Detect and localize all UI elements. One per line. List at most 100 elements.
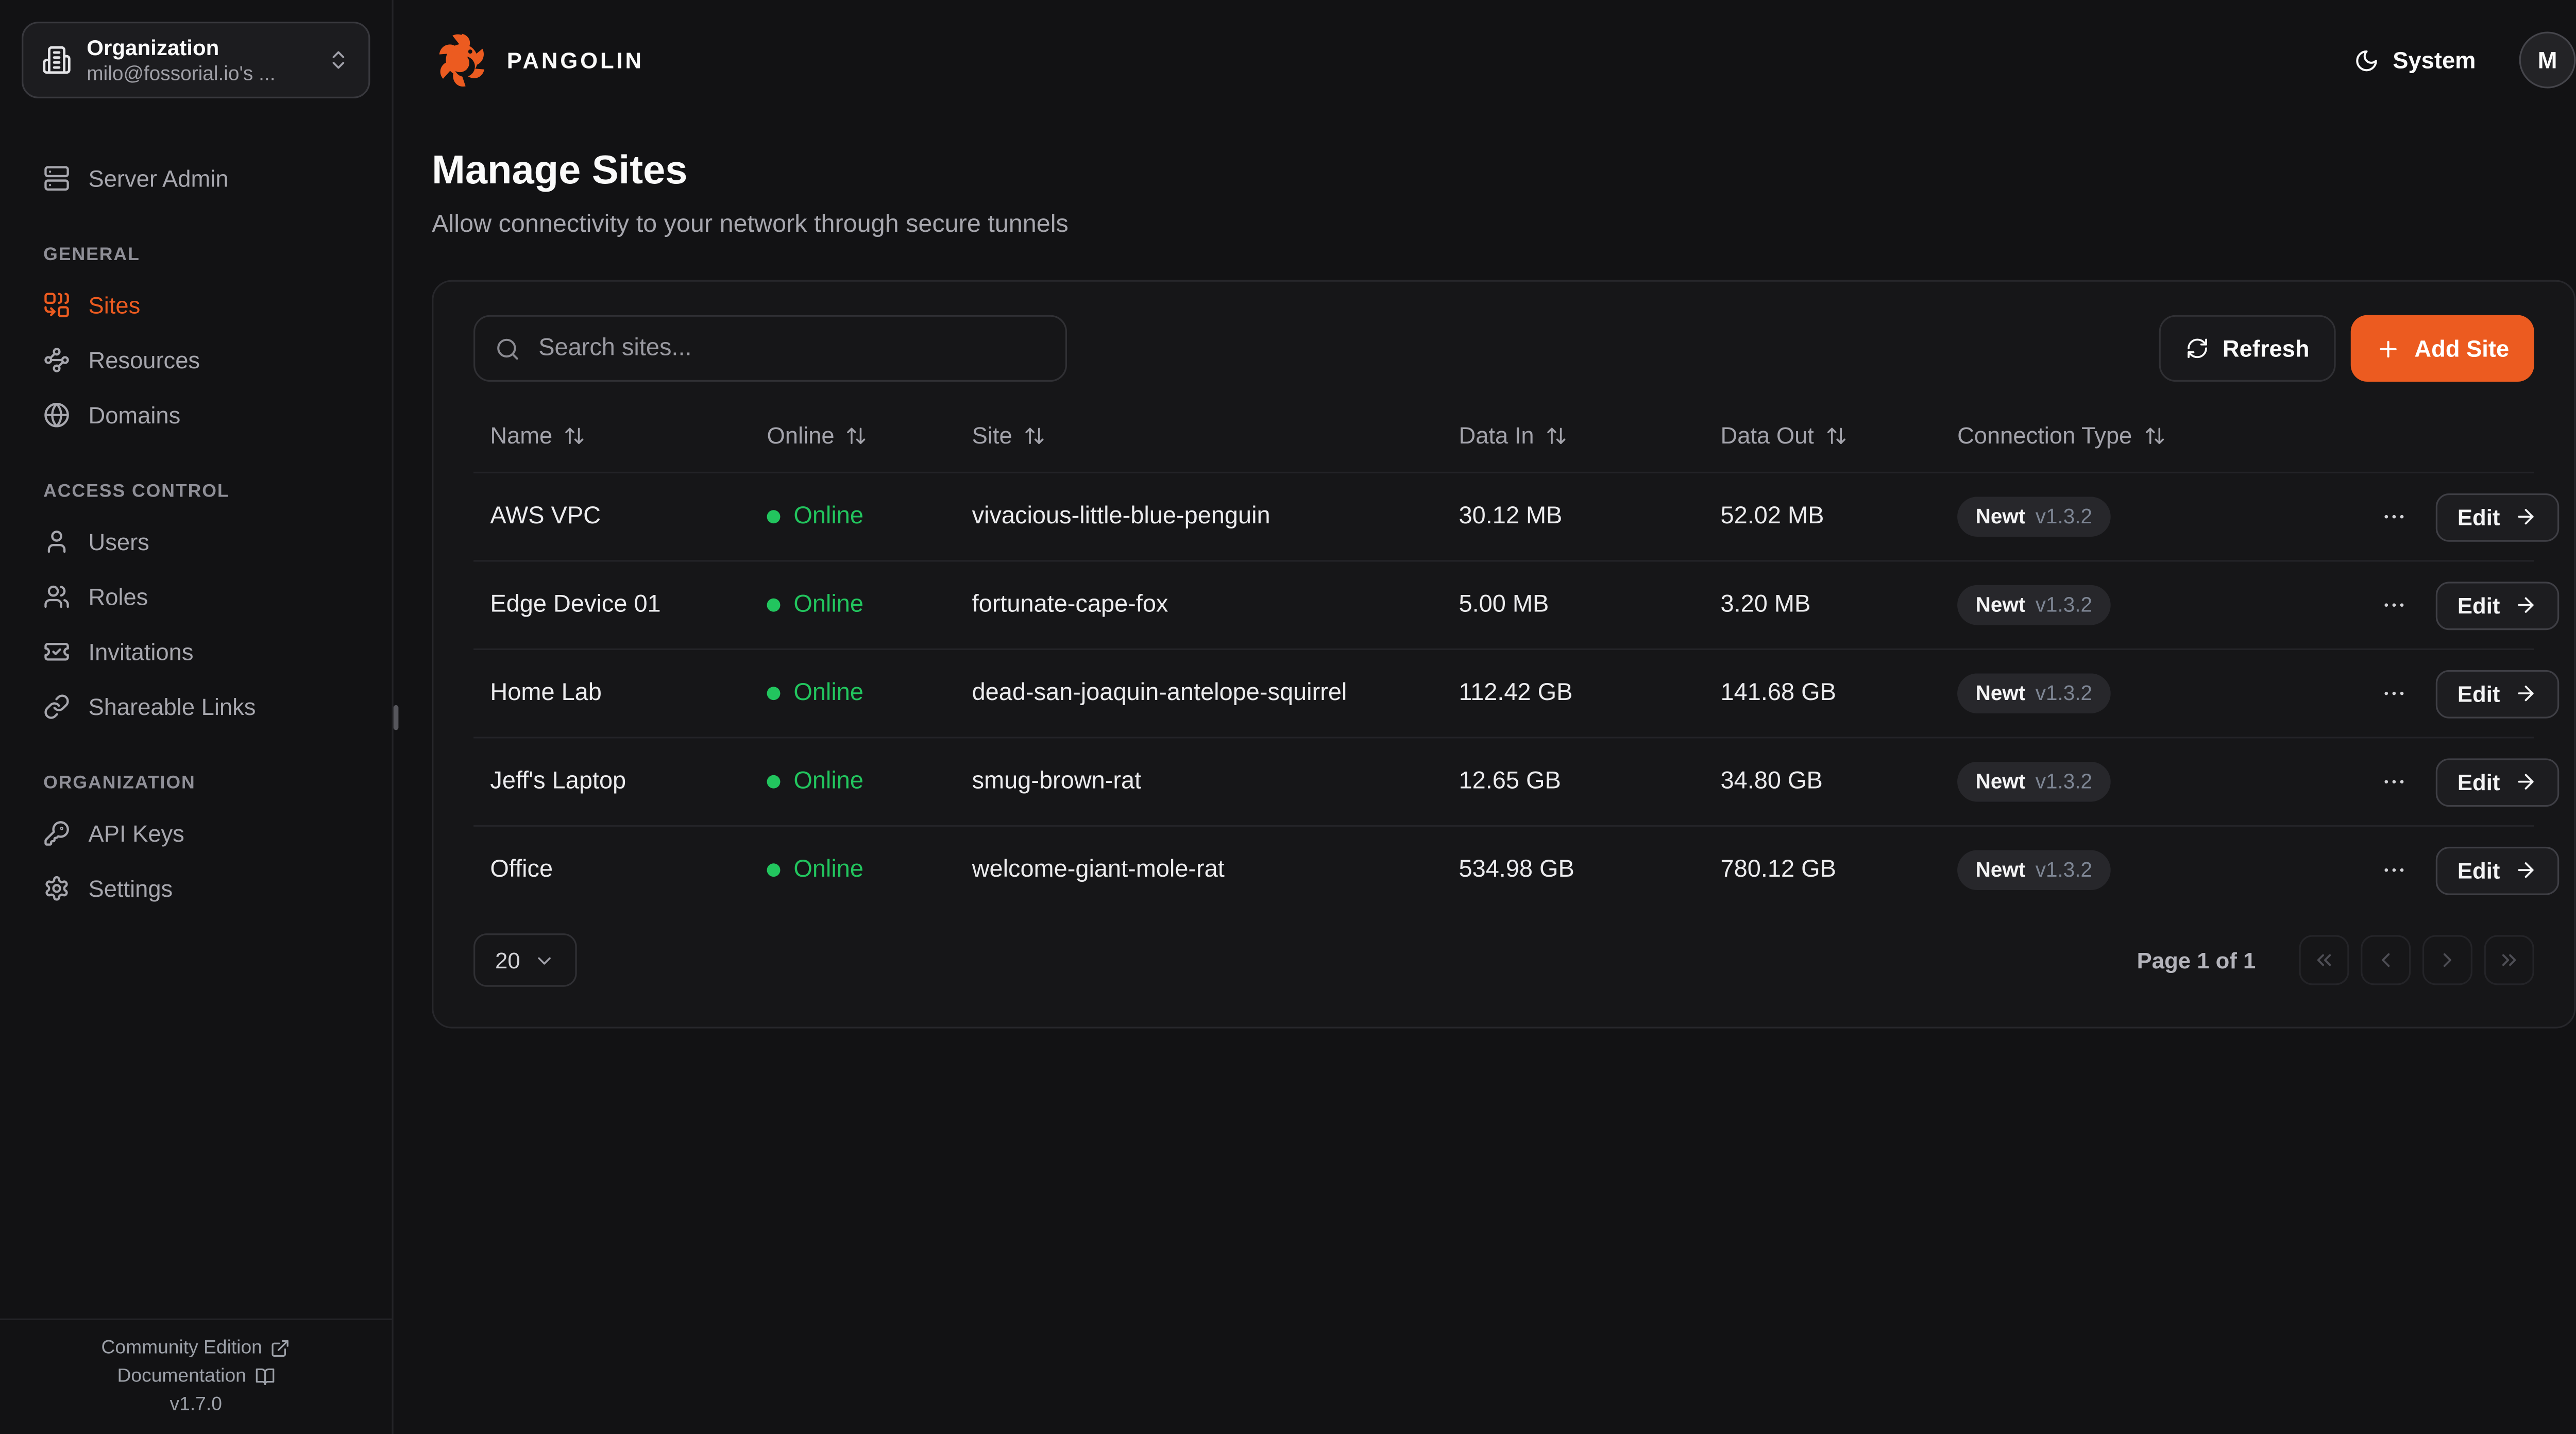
sort-icon — [1547, 426, 1566, 443]
edit-button[interactable]: Edit — [2435, 581, 2558, 629]
cell-data-in: 12.65 GB — [1459, 768, 1561, 795]
documentation-label: Documentation — [117, 1367, 246, 1387]
edit-button[interactable]: Edit — [2435, 669, 2558, 718]
avatar[interactable]: M — [2519, 31, 2576, 89]
column-header-site[interactable]: Site — [955, 422, 1442, 448]
sidebar-item-label: Domains — [88, 401, 181, 428]
sidebar-item-label: Sites — [88, 291, 141, 318]
refresh-button[interactable]: Refresh — [2159, 315, 2336, 382]
sort-icon — [1827, 426, 1846, 443]
community-edition-label: Community Edition — [101, 1338, 262, 1359]
sidebar-resize-handle[interactable] — [393, 705, 399, 730]
column-header-data-out[interactable]: Data Out — [1704, 422, 1941, 448]
cell-connection-type: Newt v1.3.2 — [1941, 850, 2374, 891]
edit-label: Edit — [2457, 504, 2500, 530]
row-menu-button[interactable] — [2374, 673, 2414, 713]
column-header-online[interactable]: Online — [750, 422, 955, 448]
gear-icon — [43, 874, 70, 901]
sidebar-nav: Server Admin GENERAL Sites Resources Dom… — [0, 120, 392, 1319]
connection-type: Newt — [1975, 593, 2026, 617]
brand[interactable]: PANGOLIN — [432, 30, 644, 90]
org-switcher-label: Organization — [87, 35, 219, 60]
edit-label: Edit — [2457, 857, 2500, 883]
cell-site: welcome-giant-mole-rat — [972, 857, 1225, 884]
sites-table: Name Online Site Data In Data Out Connec… — [473, 398, 2558, 913]
sidebar-item-domains[interactable]: Domains — [22, 387, 370, 442]
column-header-data-in[interactable]: Data In — [1442, 421, 1704, 449]
page-size-select[interactable]: 20 — [473, 933, 577, 987]
connection-version: v1.3.2 — [2035, 505, 2092, 528]
connection-version: v1.3.2 — [2035, 858, 2092, 882]
sidebar-item-sites[interactable]: Sites — [22, 277, 370, 332]
cell-data-out: 3.20 MB — [1720, 591, 1811, 619]
edit-button[interactable]: Edit — [2435, 846, 2558, 895]
org-switcher[interactable]: Organization milo@fossorial.io's ... — [22, 22, 370, 98]
pangolin-logo — [439, 33, 485, 87]
connection-version: v1.3.2 — [2035, 770, 2092, 794]
previous-page-button[interactable] — [2361, 935, 2411, 985]
theme-label: System — [2393, 46, 2476, 74]
ellipsis-icon — [2384, 691, 2404, 695]
section-label-access-control: ACCESS CONTROL — [43, 482, 230, 502]
sort-icon — [2145, 426, 2164, 443]
table-row: Home Lab Online dead-san-joaquin-antelop… — [473, 648, 2558, 737]
sidebar-item-api-keys[interactable]: API Keys — [22, 805, 370, 860]
row-menu-button[interactable] — [2374, 585, 2414, 625]
cell-online: Online — [750, 503, 955, 530]
edit-button[interactable]: Edit — [2435, 757, 2558, 806]
cell-data-in: 534.98 GB — [1459, 857, 1574, 884]
pagination: 20 Page 1 of 1 — [473, 933, 2534, 987]
chevron-left-icon — [2382, 953, 2390, 967]
cell-name: Office — [490, 857, 553, 884]
cell-data-in: 5.00 MB — [1459, 591, 1549, 619]
sort-icon — [1025, 426, 1044, 443]
building-icon — [42, 45, 72, 75]
page-indicator: Page 1 of 1 — [2137, 947, 2256, 973]
column-header-name[interactable]: Name — [473, 421, 750, 449]
table-header-row: Name Online Site Data In Data Out Connec… — [473, 398, 2534, 471]
sidebar-item-settings[interactable]: Settings — [22, 860, 370, 915]
online-status-dot — [767, 510, 781, 524]
arrow-right-icon — [2517, 862, 2533, 878]
chevrons-right-icon — [2502, 954, 2516, 966]
sidebar-item-label: Invitations — [88, 637, 194, 664]
sidebar-item-users[interactable]: Users — [22, 514, 370, 569]
sidebar-item-shareable-links[interactable]: Shareable Links — [22, 678, 370, 733]
cell-actions: Edit — [2374, 669, 2562, 718]
sidebar-item-resources[interactable]: Resources — [22, 332, 370, 387]
table-toolbar: Refresh Add Site — [473, 315, 2534, 382]
row-menu-button[interactable] — [2374, 850, 2414, 890]
column-label: Data In — [1459, 421, 1534, 449]
next-page-button[interactable] — [2422, 935, 2472, 985]
community-edition-link[interactable]: Community Edition — [101, 1338, 291, 1359]
table-row: Jeff's Laptop Online smug-brown-rat 12.6… — [473, 737, 2558, 825]
refresh-label: Refresh — [2222, 335, 2310, 362]
theme-toggle-button[interactable]: System — [2348, 37, 2483, 83]
search-input[interactable] — [535, 333, 1045, 364]
row-menu-button[interactable] — [2374, 762, 2414, 802]
sites-table-card: Refresh Add Site Name Online Site Data I… — [432, 280, 2576, 1029]
server-icon — [43, 164, 70, 191]
connection-version: v1.3.2 — [2035, 593, 2092, 617]
sidebar-item-server-admin[interactable]: Server Admin — [22, 150, 370, 205]
add-site-button[interactable]: Add Site — [2351, 315, 2534, 382]
first-page-button[interactable] — [2299, 935, 2349, 985]
link-icon — [43, 693, 70, 720]
connection-type-badge: Newt v1.3.2 — [1957, 497, 2111, 537]
cell-data-out: 34.80 GB — [1720, 768, 1823, 795]
edit-label: Edit — [2457, 592, 2500, 618]
sidebar-item-roles[interactable]: Roles — [22, 568, 370, 623]
sidebar-item-invitations[interactable]: Invitations — [22, 623, 370, 678]
column-header-connection-type[interactable]: Connection Type — [1941, 422, 2374, 448]
ellipsis-icon — [2384, 603, 2404, 607]
documentation-link[interactable]: Documentation — [117, 1367, 275, 1387]
online-status-label: Online — [793, 768, 863, 795]
edit-button[interactable]: Edit — [2435, 492, 2558, 541]
ticket-check-icon — [43, 638, 70, 664]
column-label: Name — [490, 421, 553, 449]
last-page-button[interactable] — [2484, 935, 2534, 985]
page-head: Manage Sites Allow connectivity to your … — [432, 147, 2575, 238]
row-menu-button[interactable] — [2374, 497, 2414, 537]
